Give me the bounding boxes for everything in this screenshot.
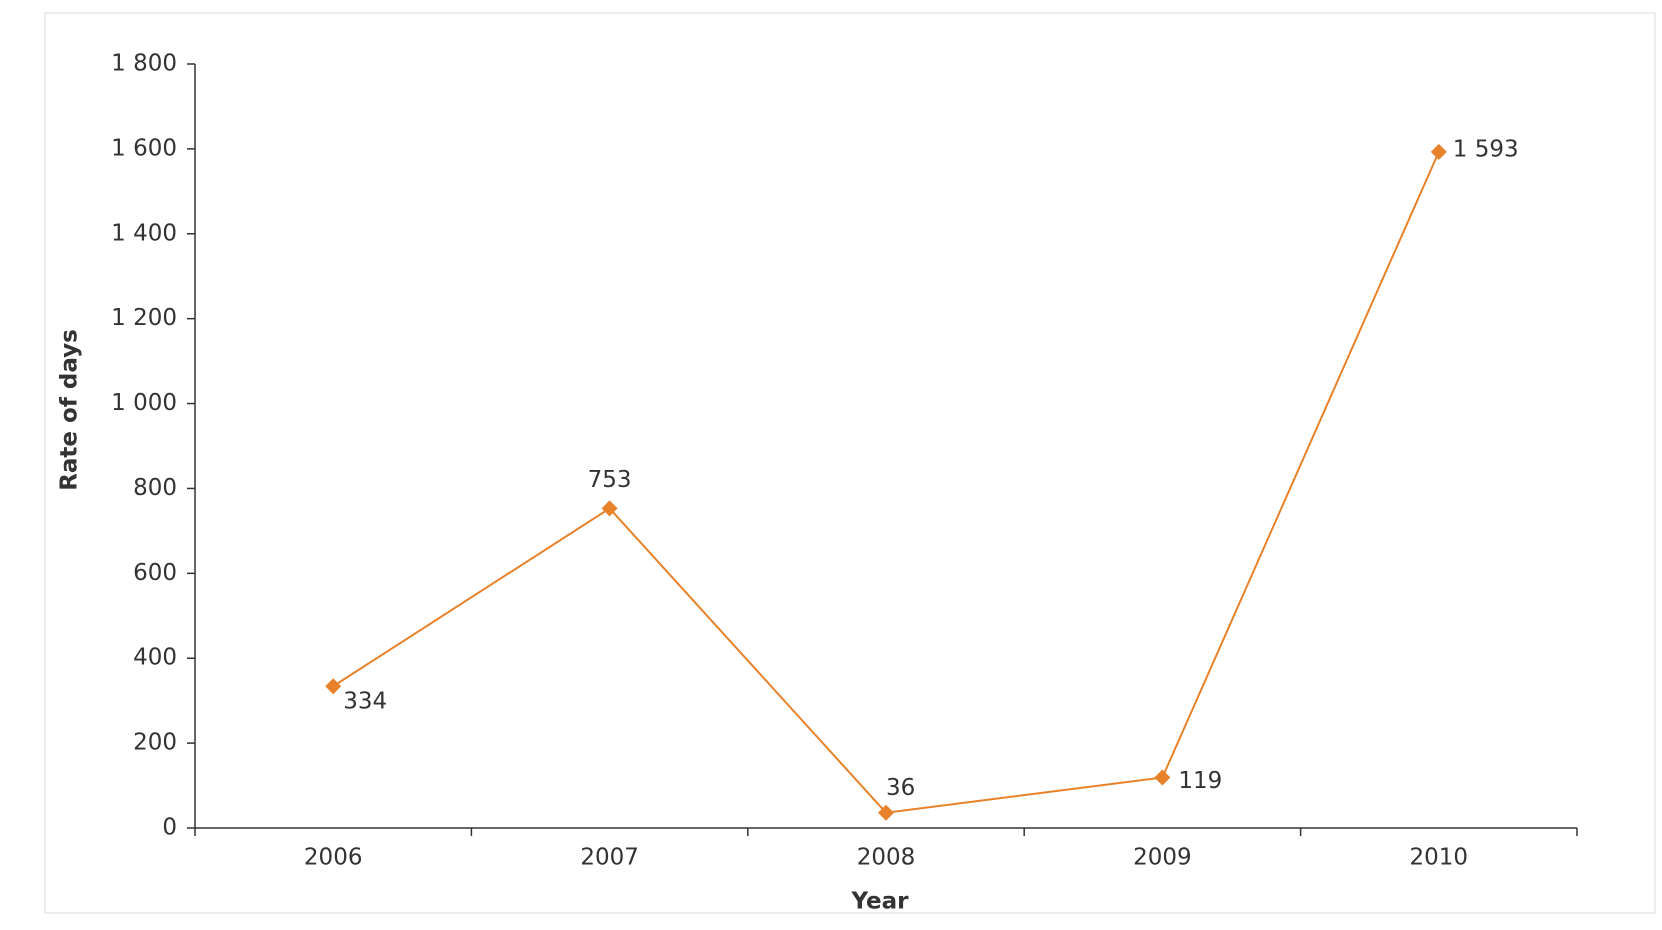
y-tick-label: 400	[133, 645, 177, 671]
x-tick-label: 2007	[580, 845, 639, 871]
data-point	[1430, 143, 1447, 160]
data-label: 753	[588, 467, 632, 493]
y-tick-label: 800	[133, 475, 177, 501]
data-point	[1154, 769, 1171, 786]
y-tick-label: 200	[133, 730, 177, 756]
data-point	[601, 500, 618, 517]
x-tick-label: 2009	[1133, 845, 1192, 871]
y-tick-label: 0	[162, 815, 177, 841]
y-tick-label: 1 800	[111, 51, 177, 77]
data-label: 36	[886, 775, 915, 801]
y-tick-label: 1 400	[111, 220, 177, 246]
data-point	[325, 678, 342, 695]
y-axis-title: Rate of days	[57, 329, 83, 491]
data-line	[332, 151, 1440, 814]
data-label: 1 593	[1453, 136, 1519, 162]
y-tick-label: 1 000	[111, 390, 177, 416]
data-point	[878, 804, 894, 821]
x-tick-label: 2010	[1410, 845, 1469, 871]
frame	[44, 12, 1656, 914]
y-tick-label: 1 200	[111, 305, 177, 331]
y-tick-label: 1 600	[111, 135, 177, 161]
y-tick-label: 600	[133, 560, 177, 586]
x-tick-label: 2006	[304, 845, 363, 871]
x-axis-title: Year	[850, 889, 909, 915]
x-tick-label: 2008	[857, 845, 916, 871]
data-label: 334	[343, 689, 387, 715]
data-label: 119	[1178, 768, 1222, 794]
